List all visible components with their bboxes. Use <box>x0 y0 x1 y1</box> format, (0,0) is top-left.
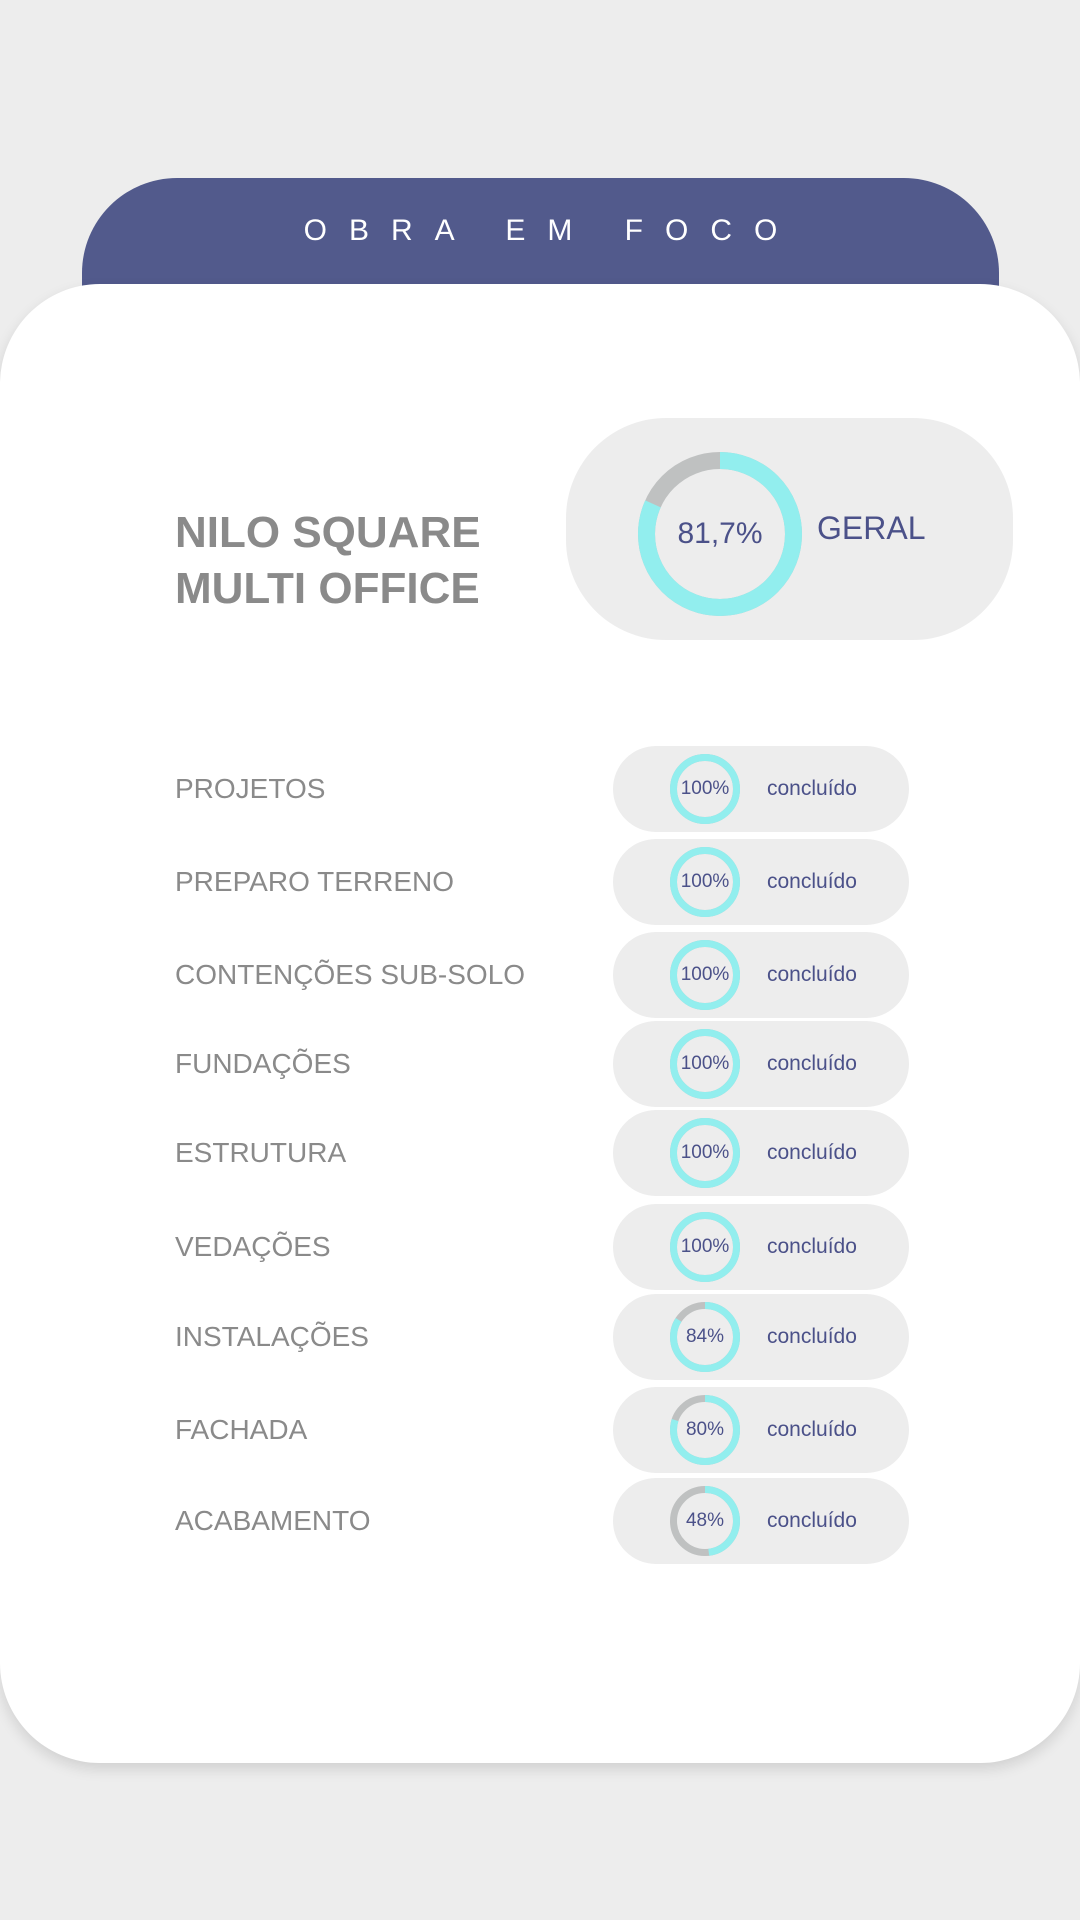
overall-progress-value: 81,7% <box>677 517 763 550</box>
stage-row: PROJETOS 100% concluído <box>0 746 1080 832</box>
stage-row: CONTENÇÕES SUB-SOLO 100% concluído <box>0 932 1080 1018</box>
ring-fill <box>670 1486 740 1556</box>
ring-fill <box>670 1212 740 1282</box>
stage-progress-value: 80% <box>685 1419 725 1440</box>
stage-progress-pill <box>613 1387 909 1473</box>
stage-row: ACABAMENTO 48% concluído <box>0 1478 1080 1564</box>
stage-progress-ring <box>670 1212 740 1282</box>
stage-progress-pill <box>613 1021 909 1107</box>
ring-fill <box>670 754 740 824</box>
stage-progress-pill <box>613 746 909 832</box>
stage-status: concluído <box>767 1052 857 1075</box>
stage-label: VEDAÇÕES <box>175 1231 331 1262</box>
ring-fill <box>638 452 802 616</box>
stage-label: PREPARO TERRENO <box>175 866 455 897</box>
stage-progress-pill <box>613 932 909 1018</box>
stage-status: concluído <box>767 1509 857 1532</box>
stage-row: VEDAÇÕES 100% concluído <box>0 1204 1080 1290</box>
stage-status: concluído <box>767 1418 857 1441</box>
stage-progress-ring <box>670 1302 740 1372</box>
ring-fill <box>670 1395 740 1465</box>
ring-fill <box>670 1302 740 1372</box>
stage-label: ACABAMENTO <box>175 1505 371 1536</box>
stage-progress-ring <box>670 1486 740 1556</box>
ring-fill <box>670 847 740 917</box>
project-name-line1: NILO SQUARE <box>175 508 481 557</box>
stage-progress-ring <box>670 847 740 917</box>
stage-row: FUNDAÇÕES 100% concluído <box>0 1021 1080 1107</box>
stage-progress-value: 100% <box>680 1142 730 1163</box>
project-name-line2: MULTI OFFICE <box>175 564 480 613</box>
ring-fill <box>670 1118 740 1188</box>
stage-row: INSTALAÇÕES 84% concluído <box>0 1294 1080 1380</box>
stage-progress-value: 100% <box>680 964 730 985</box>
stage-row: FACHADA 80% concluído <box>0 1387 1080 1473</box>
stage-status: concluído <box>767 1235 857 1258</box>
stage-label: CONTENÇÕES SUB-SOLO <box>175 959 526 990</box>
stage-progress-pill <box>613 1110 909 1196</box>
overall-progress-ring <box>638 452 802 616</box>
stage-progress-value: 48% <box>685 1510 725 1531</box>
stage-progress-pill <box>613 1204 909 1290</box>
stage-status: concluído <box>767 1325 857 1348</box>
overall-label: GERAL <box>817 510 926 546</box>
stage-label: INSTALAÇÕES <box>175 1321 369 1352</box>
header-title: OBRA EM FOCO <box>303 214 800 247</box>
stage-label: PROJETOS <box>175 773 326 804</box>
stage-progress-value: 100% <box>680 778 730 799</box>
stage-status: concluído <box>767 777 857 800</box>
stage-progress-ring <box>670 1395 740 1465</box>
stage-status: concluído <box>767 1141 857 1164</box>
stage-progress-ring <box>670 1029 740 1099</box>
stage-row: PREPARO TERRENO 100% concluído <box>0 839 1080 925</box>
stage-progress-ring <box>670 1118 740 1188</box>
stage-progress-value: 100% <box>680 1236 730 1257</box>
stage-progress-pill <box>613 1478 909 1564</box>
stage-progress-value: 84% <box>685 1326 725 1347</box>
stage-progress-value: 100% <box>680 1053 730 1074</box>
stage-progress-value: 100% <box>680 871 730 892</box>
ring-fill <box>670 940 740 1010</box>
stage-status: concluído <box>767 963 857 986</box>
stage-label: ESTRUTURA <box>175 1137 347 1168</box>
stage-progress-pill <box>613 839 909 925</box>
project-name: NILO SQUARE MULTI OFFICE <box>175 505 481 617</box>
stage-progress-ring <box>670 754 740 824</box>
ring-fill <box>670 1029 740 1099</box>
stage-label: FACHADA <box>175 1414 308 1445</box>
stage-row: ESTRUTURA 100% concluído <box>0 1110 1080 1196</box>
stage-progress-ring <box>670 940 740 1010</box>
stage-progress-pill <box>613 1294 909 1380</box>
stage-status: concluído <box>767 870 857 893</box>
stage-label: FUNDAÇÕES <box>175 1048 351 1079</box>
